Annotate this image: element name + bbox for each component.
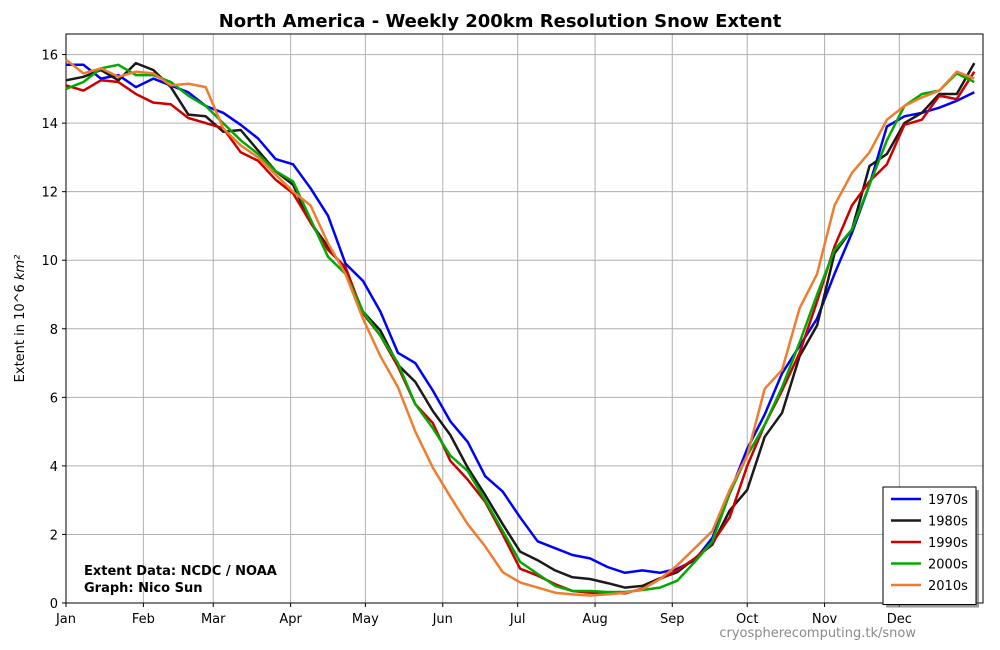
credit-line: Extent Data: NCDC / NOAA [84, 564, 277, 579]
source-url: cryospherecomputing.tk/snow [719, 626, 916, 641]
grid-lines [65, 34, 983, 604]
x-tick-label: Apr [279, 612, 302, 627]
y-axis-ticks: 0 2 4 6 8 10 12 14 16 [41, 49, 66, 612]
x-tick-label: Mar [201, 612, 226, 627]
series-line-2010s [65, 58, 975, 597]
y-tick-label: 8 [50, 323, 58, 338]
chart-title: North America - Weekly 200km Resolution … [219, 11, 782, 32]
x-tick-label: Jun [432, 612, 453, 627]
legend-label: 2000s [928, 558, 968, 573]
legend: 1970s 1980s 1990s 2000s 2010s [882, 486, 979, 608]
plot-frame [65, 33, 984, 604]
y-tick-label: 10 [41, 254, 58, 269]
x-tick-label: May [352, 612, 379, 627]
y-tick-label: 16 [41, 49, 58, 64]
y-tick-label: 14 [41, 117, 58, 132]
legend-label: 1970s [928, 493, 968, 508]
y-tick-label: 4 [50, 460, 58, 475]
x-axis-ticks: Jan Feb Mar Apr May Jun Jul Aug Sep Oct Nov Dec [55, 603, 912, 627]
series-line-1980s [65, 61, 976, 589]
legend-label: 1980s [928, 515, 968, 530]
y-tick-label: 12 [41, 186, 58, 201]
series-line-1970s [66, 63, 975, 575]
x-tick-label: Sep [660, 612, 685, 627]
x-tick-label: Feb [132, 612, 155, 627]
series-lines [65, 58, 976, 597]
x-tick-label: Jan [55, 612, 76, 627]
x-tick-label: Aug [582, 612, 607, 627]
credit-line: Graph: Nico Sun [84, 581, 203, 596]
legend-label: 2010s [928, 579, 968, 594]
y-tick-label: 2 [50, 528, 58, 543]
series-line-1990s [65, 71, 976, 595]
x-tick-label: Oct [736, 612, 758, 627]
x-tick-label: Dec [887, 612, 912, 627]
x-tick-label: Nov [812, 612, 838, 627]
y-axis-label: Extent in 10^6 km² [13, 255, 28, 383]
x-tick-label: Jul [509, 612, 526, 627]
legend-label: 1990s [928, 536, 968, 551]
credits: Extent Data: NCDC / NOAA Graph: Nico Sun [84, 564, 277, 596]
y-tick-label: 0 [50, 597, 58, 612]
y-tick-label: 6 [50, 391, 58, 406]
